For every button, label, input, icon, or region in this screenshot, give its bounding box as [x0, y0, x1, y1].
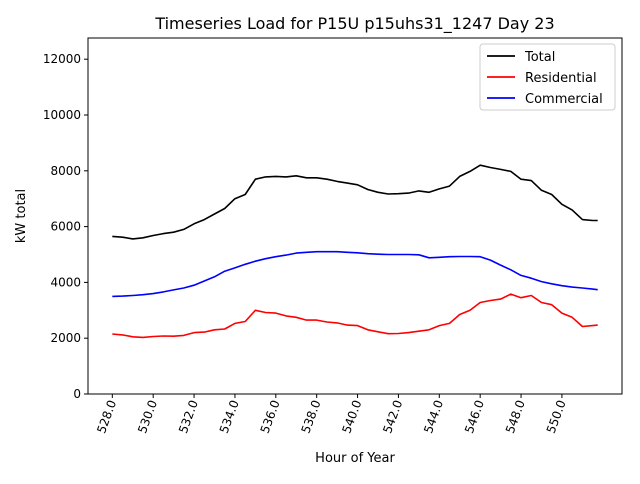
legend-label-residential: Residential	[525, 71, 597, 86]
y-tick-label: 4000	[50, 275, 81, 289]
x-tick-label: 530.0	[135, 398, 160, 435]
series-line-residential	[112, 293, 598, 339]
plot-area: 528.0 530.0 532.0 534.0 536.0 538.0 540.0 542.0…	[43, 37, 623, 435]
y-tick-label: 12000	[43, 52, 81, 66]
y-tick-label: 8000	[50, 164, 81, 178]
x-tick-label: 546.0	[462, 398, 487, 435]
x-tick-label: 538.0	[299, 398, 324, 435]
legend-box	[479, 43, 616, 111]
series-line-total	[112, 164, 598, 240]
legend-label-commercial: Commercial	[525, 92, 603, 107]
legend: Total Residential Commercial	[479, 43, 616, 111]
y-axis-label: kW total	[14, 189, 29, 243]
y-tick-label: 10000	[43, 108, 81, 122]
x-axis-label: Hour of Year	[315, 451, 395, 466]
y-tick-label: 2000	[50, 331, 81, 345]
x-tick-label: 550.0	[544, 398, 569, 435]
axes-frame	[87, 37, 623, 395]
x-tick-label: 532.0	[176, 398, 201, 435]
x-tick-label: 542.0	[380, 398, 405, 435]
series-line-commercial	[112, 250, 598, 298]
y-tick-label: 0	[73, 387, 81, 401]
x-tick-label: 528.0	[94, 398, 119, 435]
legend-label-total: Total	[524, 50, 555, 65]
y-tick-label: 6000	[50, 220, 81, 234]
x-tick-label: 548.0	[503, 398, 528, 435]
chart-title: Timeseries Load for P15U p15uhs31_1247 D…	[154, 14, 554, 34]
x-tick-label: 534.0	[217, 398, 242, 435]
x-tick-label: 536.0	[258, 398, 283, 435]
x-tick-label: 544.0	[421, 398, 446, 435]
x-tick-label: 540.0	[339, 398, 364, 435]
